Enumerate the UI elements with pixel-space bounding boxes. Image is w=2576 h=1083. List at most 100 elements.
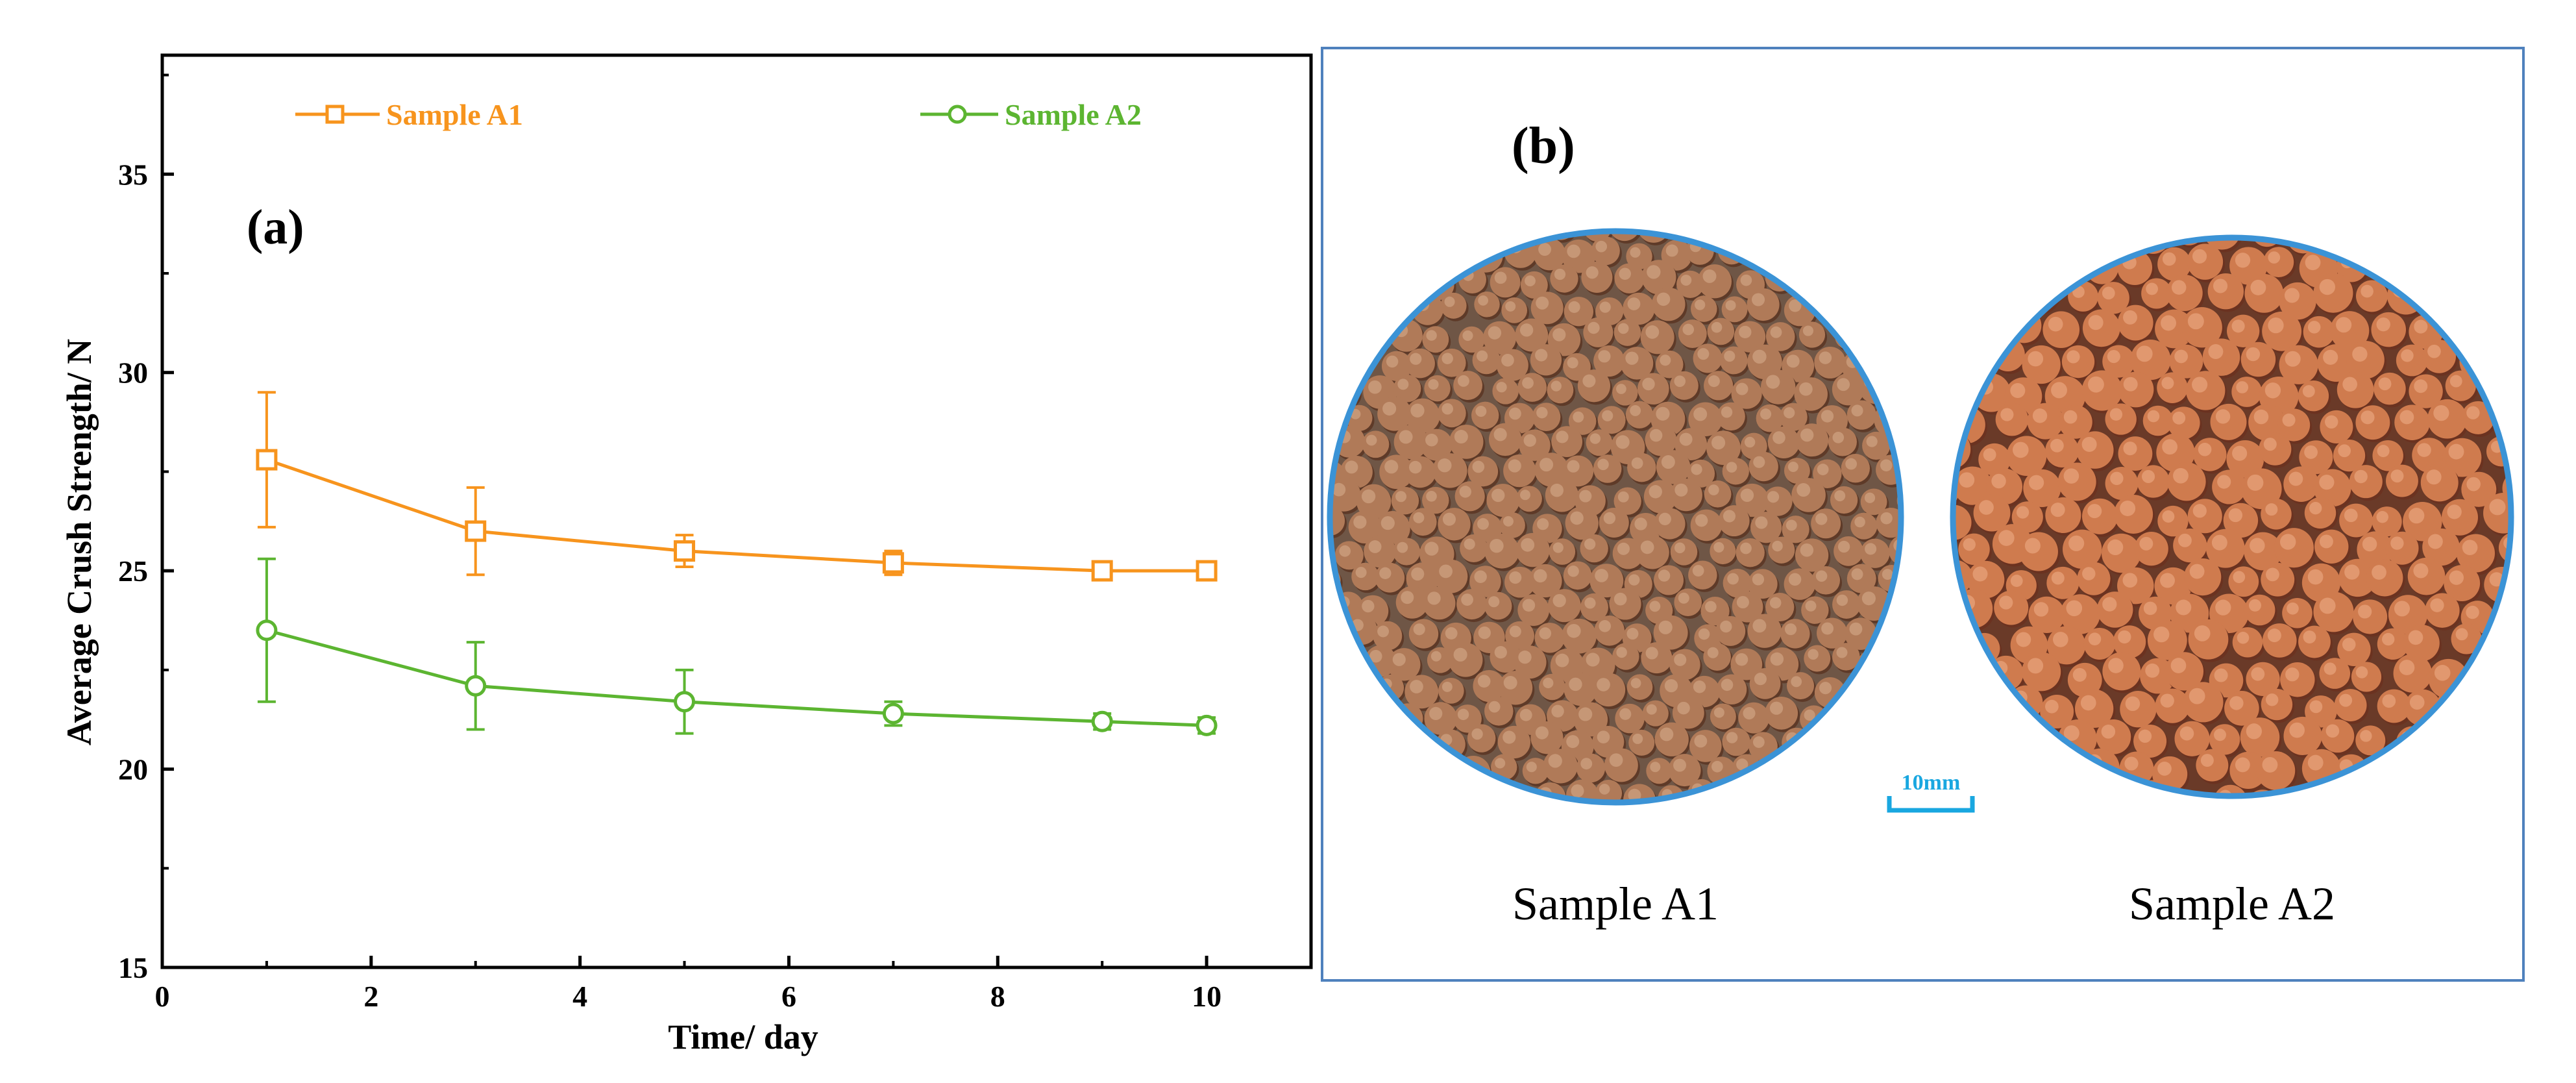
pellet-highlight <box>1771 653 1784 666</box>
pellet-highlight <box>1323 247 1330 258</box>
pellet-highlight <box>2450 375 2462 388</box>
pellet <box>2446 754 2480 788</box>
pellet-highlight <box>1597 459 1608 470</box>
pellet-highlight <box>2068 536 2084 551</box>
pellet-highlight <box>2417 443 2431 456</box>
pellet-highlight <box>1680 275 1691 286</box>
pellet-shadow <box>1978 187 2012 221</box>
pellet-highlight <box>1445 243 1459 257</box>
pellet <box>1996 403 2029 436</box>
pellet-highlight <box>2201 754 2214 767</box>
pellet <box>1976 184 2010 219</box>
pellet <box>1717 675 1747 705</box>
pellet-highlight <box>1650 429 1663 442</box>
pellet-highlight <box>1569 301 1580 313</box>
pellet <box>2166 275 2203 311</box>
pellet <box>1917 598 1955 636</box>
pellet-highlight <box>1895 221 1906 231</box>
pellet-highlight <box>1634 517 1647 530</box>
pellet <box>1795 423 1828 456</box>
pellet-highlight <box>1720 621 1732 632</box>
pellet-shadow <box>2409 759 2447 797</box>
pellet-highlight <box>1802 757 1813 767</box>
pellet-highlight <box>2237 632 2250 644</box>
pellet <box>2196 749 2228 782</box>
pellet-shadow <box>1865 752 1897 784</box>
pellet-highlight <box>2358 604 2372 618</box>
pellet-shadow <box>2502 284 2527 318</box>
pellet-highlight <box>1363 708 1374 719</box>
pellet <box>1551 426 1582 457</box>
pellet-highlight <box>1628 297 1641 310</box>
pellet-shadow <box>1717 182 1752 218</box>
pellet-highlight <box>1567 624 1580 638</box>
pellet-highlight <box>1881 680 1893 691</box>
pellet-highlight <box>1657 292 1671 306</box>
pellet-highlight <box>2194 625 2211 641</box>
pellet-highlight <box>2382 633 2394 645</box>
pellet <box>2062 345 2094 378</box>
pellet <box>1393 538 1420 565</box>
pellet <box>1891 810 1919 837</box>
pellet-highlight <box>1743 707 1755 719</box>
pellet-highlight <box>2505 728 2518 741</box>
pellet-highlight <box>1991 474 2006 488</box>
pellet <box>1710 703 1736 729</box>
pellet-highlight <box>1410 680 1423 693</box>
pellet-shadow <box>1848 727 1881 759</box>
pellet <box>1472 777 1503 808</box>
pellet-highlight <box>2325 416 2338 429</box>
pellet-highlight <box>1689 191 1702 203</box>
pellet-shadow <box>1686 189 1717 220</box>
pellet-shadow <box>2521 690 2527 725</box>
pellet <box>1818 724 1846 752</box>
pellet <box>1861 812 1887 838</box>
pellet-shadow <box>1323 594 1327 623</box>
pellet-highlight <box>1745 437 1755 447</box>
pellet <box>1722 728 1750 756</box>
pellet <box>1535 623 1565 653</box>
pellet-highlight <box>2031 786 2044 799</box>
pellet-highlight <box>2322 224 2335 237</box>
pellet-shadow <box>1978 753 2009 784</box>
pellet-highlight <box>1636 195 1647 205</box>
pellet-highlight <box>1602 186 1615 200</box>
pellet <box>2097 591 2133 628</box>
pellet <box>2042 311 2079 348</box>
pellet <box>2096 209 2136 249</box>
pellet-highlight <box>1998 219 2010 231</box>
pellet-highlight <box>2323 350 2338 365</box>
pellet <box>1583 317 1613 347</box>
pellet-highlight <box>2449 571 2464 585</box>
pellet-highlight <box>2049 255 2063 268</box>
pellet-highlight <box>2141 225 2155 239</box>
pellet-highlight <box>2007 253 2024 269</box>
pellet <box>2228 566 2259 597</box>
x-tick-label-0: 0 <box>155 980 170 1013</box>
pellet-highlight <box>1656 407 1669 421</box>
pellet-highlight <box>1522 377 1534 389</box>
pellet-highlight <box>1915 517 1926 529</box>
pellet-highlight <box>2429 786 2444 801</box>
pellet-highlight <box>1646 647 1658 659</box>
pellet-highlight <box>1912 245 1923 256</box>
pellet-highlight <box>1923 793 1938 808</box>
pellet-highlight <box>1867 436 1878 447</box>
pellet-highlight <box>1937 310 1953 325</box>
data-point <box>676 693 694 711</box>
pellet <box>1456 589 1487 619</box>
pellet <box>1832 590 1861 619</box>
pellet <box>1956 284 1990 318</box>
pellet <box>1846 724 1879 756</box>
pellet-highlight <box>1920 223 1934 237</box>
pellet-shadow <box>1974 314 2009 349</box>
pellet <box>1909 728 1941 760</box>
pellet-highlight <box>2409 508 2424 523</box>
pellet <box>1614 264 1644 293</box>
pellet-highlight <box>1537 518 1549 530</box>
pellet-highlight <box>2377 317 2390 331</box>
pellet-highlight <box>1438 458 1451 472</box>
pellet-highlight <box>1543 678 1553 688</box>
pellet <box>1911 618 1939 645</box>
